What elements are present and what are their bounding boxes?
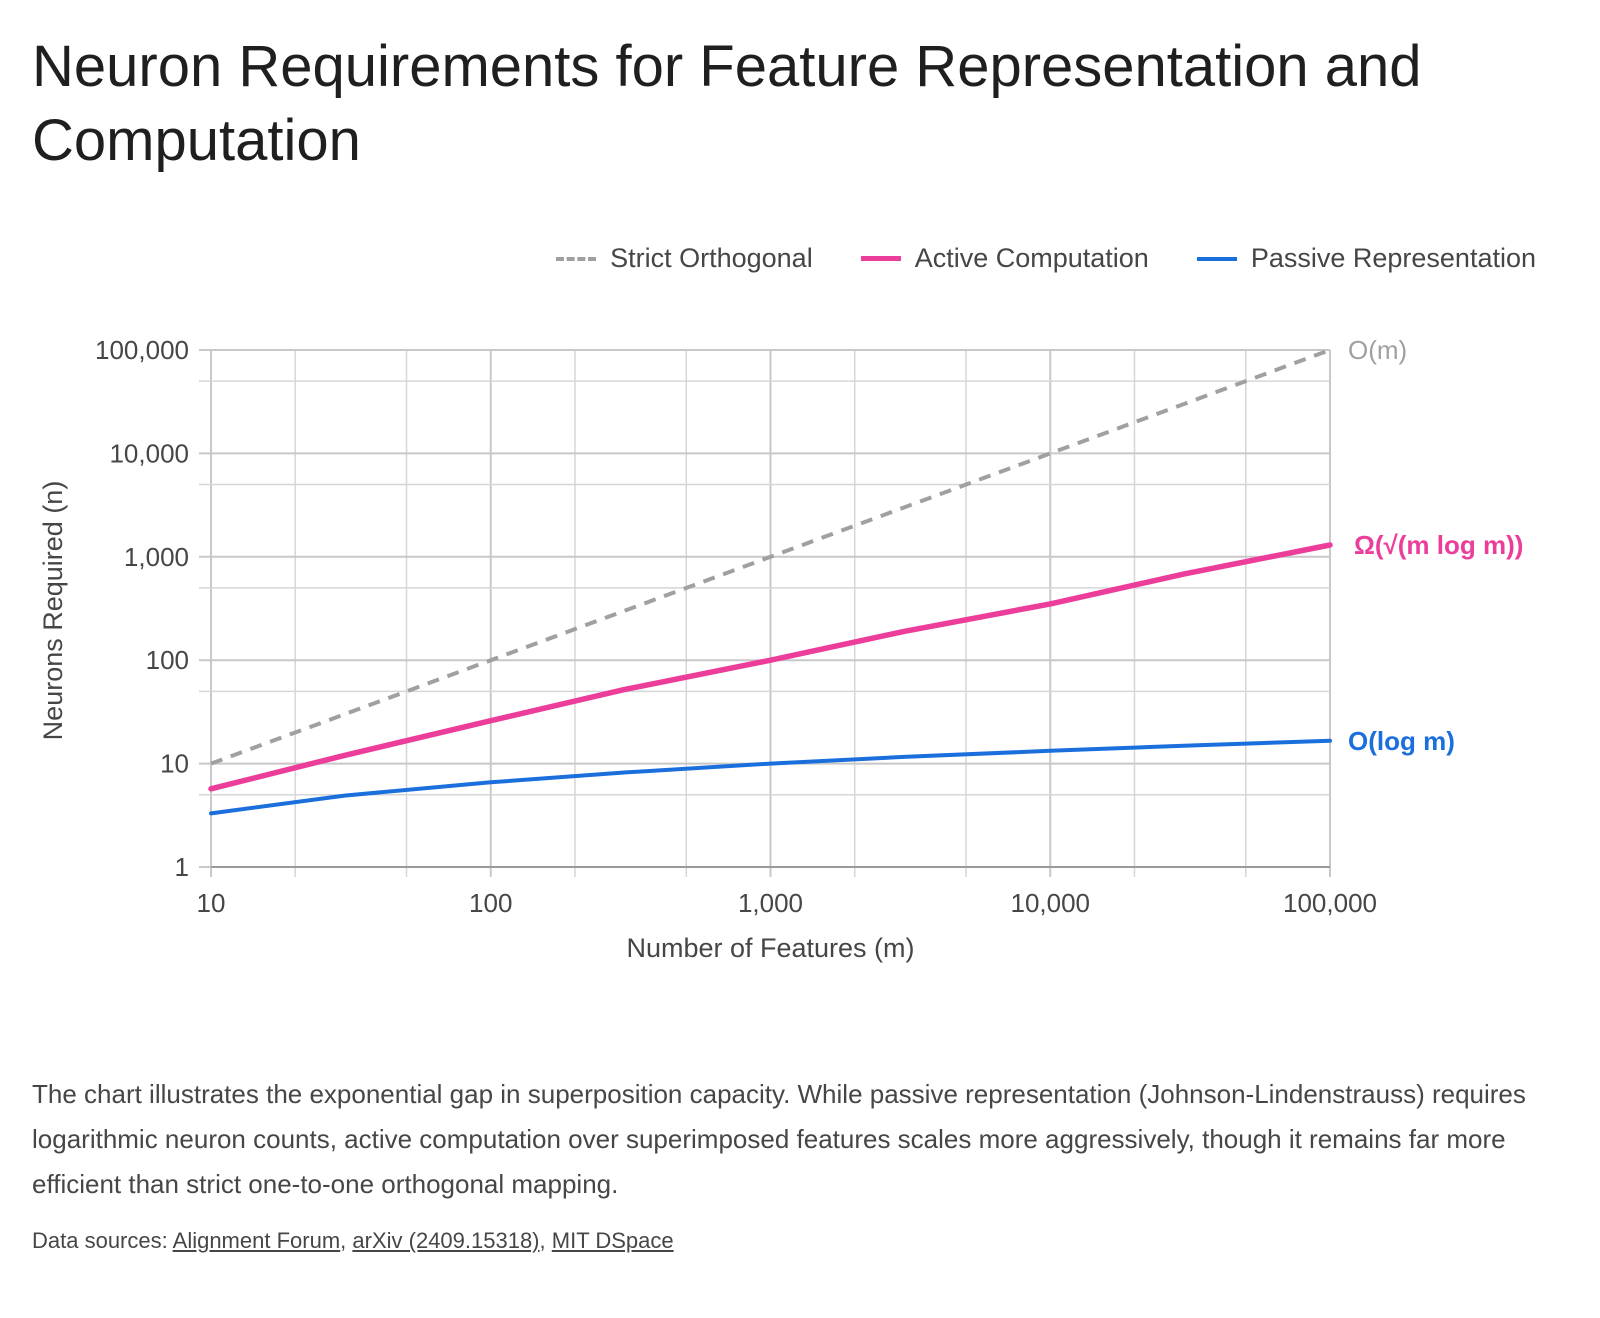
legend-swatch-active-computation bbox=[860, 256, 901, 261]
y-axis-title: Neurons Required (n) bbox=[38, 481, 68, 741]
y-tick-label: 1,000 bbox=[124, 542, 189, 572]
legend-swatch-passive-representation bbox=[1196, 256, 1237, 261]
line-chart: 1 10 100 1,000 10,000 100,000 10 100 1,000 10,000… bbox=[38, 335, 1523, 963]
legend-item-active-computation[interactable]: Active Computation bbox=[860, 243, 1149, 274]
x-axis-title: Number of Features (m) bbox=[626, 933, 914, 963]
series-line-strict-orthogonal bbox=[210, 348, 1331, 766]
x-tick-label: 100,000 bbox=[1283, 888, 1377, 918]
y-tick-label: 10 bbox=[160, 749, 189, 779]
data-sources: Data sources: Alignment Forum, arXiv (24… bbox=[32, 1228, 674, 1254]
x-tick-label: 10,000 bbox=[1010, 888, 1090, 918]
sources-separator: , bbox=[340, 1228, 353, 1253]
legend-label-active-computation: Active Computation bbox=[914, 243, 1149, 273]
x-tick-label: 100 bbox=[469, 888, 512, 918]
series-end-label-passive-representation: O(log m) bbox=[1348, 726, 1455, 756]
legend-item-passive-representation[interactable]: Passive Representation bbox=[1196, 243, 1536, 274]
source-link-mit-dspace[interactable]: MIT DSpace bbox=[551, 1228, 674, 1253]
chart-legend: Strict Orthogonal Active Computation Pas… bbox=[556, 243, 1536, 274]
x-tick-label: 10 bbox=[197, 888, 226, 918]
legend-label-passive-representation: Passive Representation bbox=[1250, 243, 1536, 273]
y-tick-label: 100 bbox=[146, 645, 189, 675]
source-link-alignment-forum[interactable]: Alignment Forum bbox=[172, 1228, 341, 1253]
chart-title: Neuron Requirements for Feature Represen… bbox=[32, 34, 1422, 173]
series-end-label-active-computation: Ω(√(m log m)) bbox=[1354, 530, 1523, 560]
series-line-passive-representation bbox=[209, 738, 1332, 816]
series-line-active-computation bbox=[208, 542, 1333, 792]
sources-separator: , bbox=[539, 1228, 552, 1253]
source-link-arxiv[interactable]: arXiv (2409.15318) bbox=[352, 1228, 540, 1253]
y-tick-label: 10,000 bbox=[109, 438, 189, 468]
chart-caption: The chart illustrates the exponential ga… bbox=[32, 1079, 1526, 1199]
x-tick-label: 1,000 bbox=[738, 888, 803, 918]
legend-label-strict-orthogonal: Strict Orthogonal bbox=[610, 243, 813, 273]
y-tick-label: 100,000 bbox=[95, 335, 189, 365]
legend-item-strict-orthogonal[interactable]: Strict Orthogonal bbox=[556, 243, 813, 274]
y-tick-label: 1 bbox=[175, 852, 189, 882]
legend-swatch-strict-orthogonal bbox=[556, 256, 597, 261]
sources-prefix: Data sources: bbox=[32, 1228, 173, 1253]
series-end-label-strict-orthogonal: O(m) bbox=[1348, 335, 1407, 365]
